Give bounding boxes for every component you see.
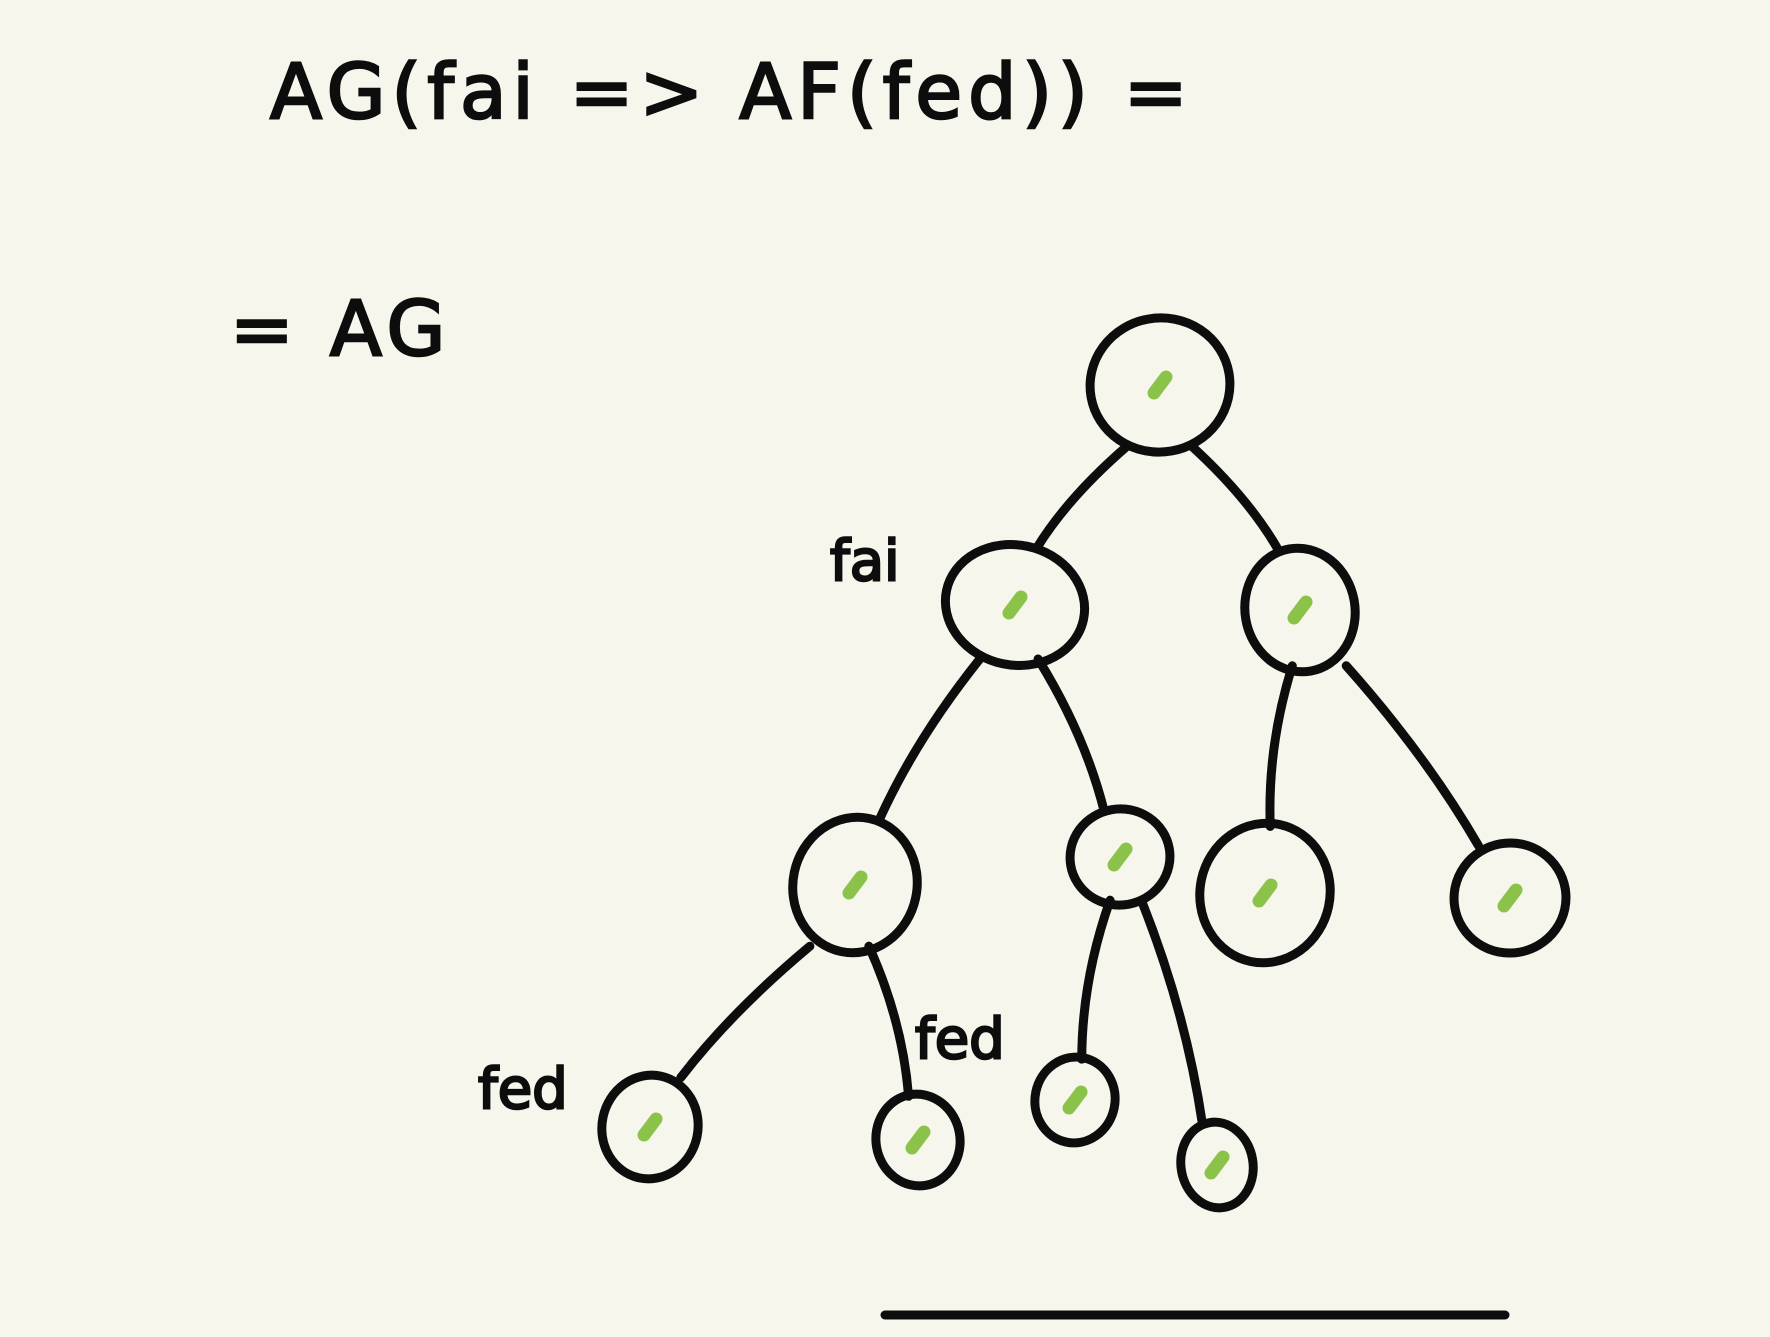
- tree-node-n1: [940, 540, 1090, 670]
- tree-node-n7: [597, 1070, 703, 1184]
- tree-node-outline-n6: [1449, 838, 1571, 958]
- tree-node-outline-n9: [1030, 1052, 1120, 1148]
- tree-edge-n3-n7: [676, 941, 815, 1083]
- tree-node-outline-n4: [1065, 804, 1175, 910]
- tree-node-mark-root: [1147, 370, 1173, 400]
- tree-edge-n4-n9: [1077, 895, 1115, 1064]
- tree-node-mark-n3: [842, 870, 868, 900]
- tree-edge-root-n1: [1032, 440, 1133, 553]
- tree-node-mark-n10: [1204, 1150, 1230, 1180]
- formula-line-2: = AG: [230, 284, 451, 373]
- tree-node-outline-n3: [788, 812, 922, 958]
- tree-node-mark-n8: [905, 1125, 931, 1155]
- node-label-fed-left: fed: [478, 1057, 568, 1122]
- tree-node-mark-n1: [1002, 590, 1028, 620]
- tree-edge-n1-n4: [1033, 654, 1109, 816]
- tree-node-mark-n7: [637, 1112, 663, 1142]
- tree-node-outline-n8: [871, 1089, 965, 1191]
- tree-node-n10: [1176, 1117, 1258, 1213]
- tree-node-mark-n6: [1497, 883, 1523, 913]
- tree-edge-n4-n10: [1136, 895, 1207, 1129]
- tree-edge-n3-n8: [864, 941, 914, 1101]
- tree-node-outline-n2: [1240, 543, 1360, 677]
- tree-node-n4: [1065, 804, 1175, 910]
- tree-node-mark-n5: [1252, 878, 1278, 908]
- tree-nodes: [597, 313, 1571, 1213]
- tree-node-outline-n1: [940, 540, 1090, 670]
- tree-edges: [676, 440, 1483, 1129]
- tree-edge-n1-n3: [874, 654, 985, 825]
- tree-node-n3: [788, 812, 922, 958]
- node-label-fai: fai: [830, 529, 900, 594]
- tree-node-root: [1085, 313, 1235, 457]
- tree-node-mark-n2: [1287, 595, 1313, 625]
- tree-node-outline-n10: [1176, 1117, 1258, 1213]
- formula-line-1: AG(fai => AF(fed)) =: [270, 47, 1194, 136]
- tree-edge-n2-n5: [1265, 661, 1297, 831]
- tree-node-outline-root: [1085, 313, 1235, 457]
- tree-node-mark-n9: [1062, 1085, 1088, 1115]
- node-label-fed-right: fed: [915, 1007, 1005, 1072]
- tree-node-outline-n7: [597, 1070, 703, 1184]
- tree-node-n8: [871, 1089, 965, 1191]
- tree-node-mark-n4: [1107, 842, 1133, 872]
- tree-node-outline-n5: [1195, 818, 1335, 968]
- tree-edge-root-n2: [1186, 440, 1284, 556]
- tree-edge-n2-n6: [1341, 661, 1483, 851]
- tree-node-n5: [1195, 818, 1335, 968]
- tree-node-n9: [1030, 1052, 1120, 1148]
- tree-node-n6: [1449, 838, 1571, 958]
- tree-node-n2: [1240, 543, 1360, 677]
